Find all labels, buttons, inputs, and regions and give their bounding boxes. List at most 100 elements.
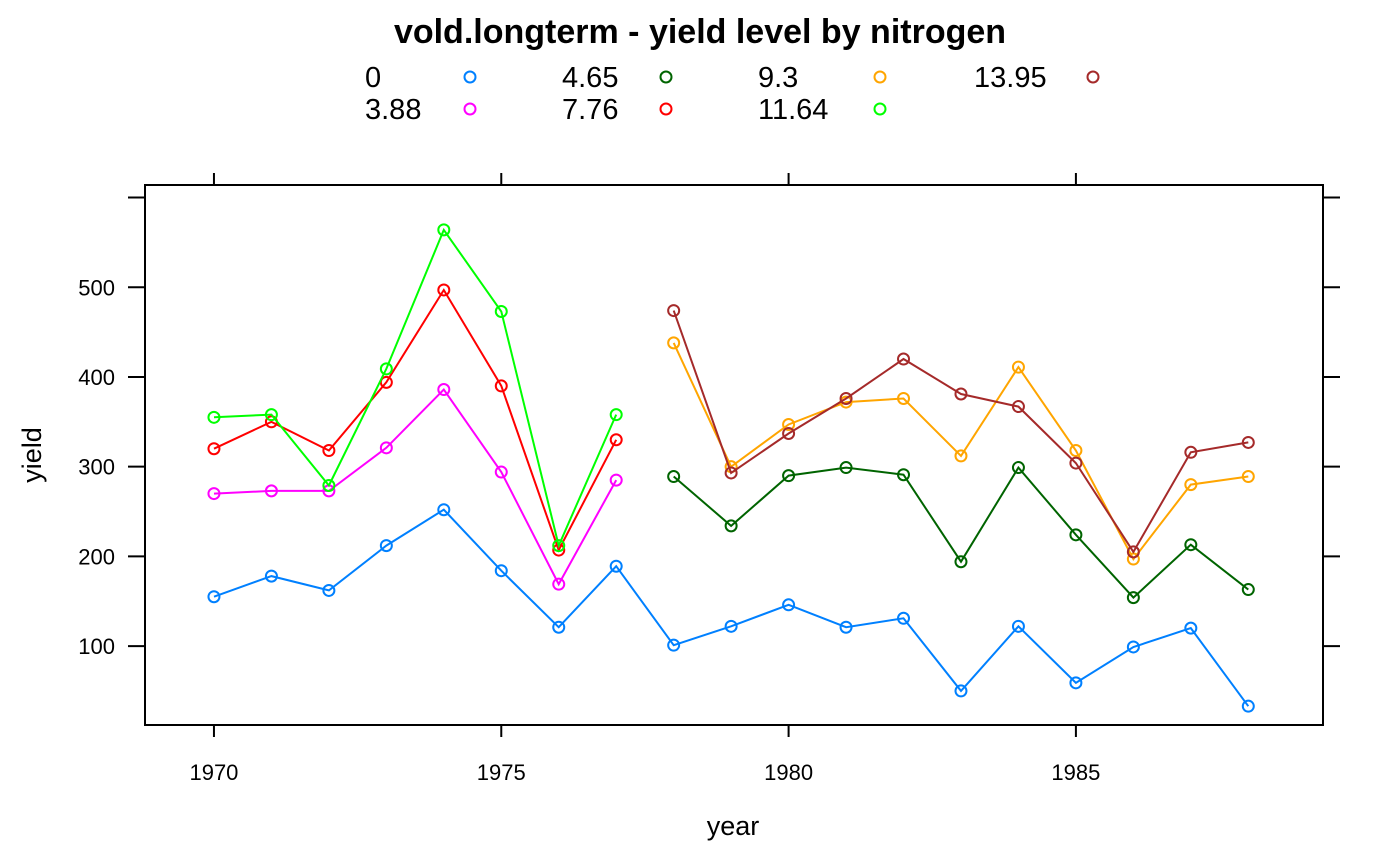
data-point	[782, 598, 796, 612]
data-point	[494, 379, 508, 393]
y-tick-label: 400	[78, 365, 115, 390]
data-point	[1069, 444, 1083, 458]
legend-symbol	[463, 70, 477, 84]
data-point	[609, 559, 623, 573]
data-point	[552, 539, 566, 553]
legend-item-7.76: 7.76	[562, 94, 673, 126]
data-point	[494, 465, 508, 479]
series-line	[213, 508, 1250, 707]
data-point	[1241, 435, 1255, 449]
data-point	[1126, 591, 1140, 605]
data-point	[609, 433, 623, 447]
data-point	[207, 487, 221, 501]
series-line	[213, 387, 618, 587]
data-point	[1011, 461, 1025, 475]
axes: 1970 1975 1980 1985 100 200 300 400 500	[78, 173, 1340, 785]
data-point	[782, 469, 796, 483]
legend-label: 13.95	[974, 62, 1047, 94]
x-tick-label: 1980	[764, 760, 813, 785]
series-line	[213, 227, 618, 549]
data-point	[782, 418, 796, 432]
data-point	[609, 473, 623, 487]
data-point	[667, 336, 681, 350]
data-point	[1126, 545, 1140, 559]
data-point	[667, 470, 681, 484]
legend-symbol	[659, 70, 673, 84]
data-point	[207, 442, 221, 456]
data-point	[1011, 360, 1025, 374]
data-point	[379, 539, 393, 553]
data-point	[667, 304, 681, 318]
data-point	[667, 638, 681, 652]
series-layer	[207, 223, 1255, 713]
data-point	[1011, 619, 1025, 633]
data-point	[322, 478, 336, 492]
data-point	[552, 620, 566, 634]
data-point	[609, 408, 623, 422]
data-point	[207, 590, 221, 604]
data-point	[954, 387, 968, 401]
y-tick-label: 100	[78, 634, 115, 659]
series-11.64	[207, 223, 623, 553]
x-tick-label: 1975	[477, 760, 526, 785]
y-tick-label: 300	[78, 455, 115, 480]
data-point	[379, 375, 393, 389]
data-point	[1069, 456, 1083, 470]
x-tick-label: 1985	[1051, 760, 1100, 785]
data-point	[437, 223, 451, 237]
chart-title: vold.longterm - yield level by nitrogen	[394, 13, 1006, 51]
data-point	[437, 283, 451, 297]
data-point	[322, 444, 336, 458]
data-point	[1011, 400, 1025, 414]
legend-label: 3.88	[365, 94, 421, 126]
data-point	[897, 352, 911, 366]
data-point	[264, 484, 278, 498]
data-point	[724, 519, 738, 533]
data-point	[1184, 621, 1198, 635]
data-point	[494, 304, 508, 318]
legend-symbol	[873, 102, 887, 116]
legend-label: 11.64	[758, 94, 828, 126]
series-line	[673, 465, 1249, 600]
data-point	[954, 684, 968, 698]
legend-item-9.3: 9.3	[758, 62, 887, 94]
series-9.3	[667, 336, 1255, 566]
data-point	[552, 577, 566, 591]
legend-label: 4.65	[562, 62, 618, 94]
data-point	[1069, 528, 1083, 542]
legend-item-4.65: 4.65	[562, 62, 673, 94]
data-point	[207, 410, 221, 424]
y-tick-label: 500	[78, 275, 115, 300]
legend-symbol	[659, 102, 673, 116]
legend-label: 0	[365, 62, 381, 94]
legend-label: 9.3	[758, 62, 798, 94]
legend: 03.88 4.657.76 9.311.64 13.95	[365, 62, 1100, 126]
legend-symbol	[873, 70, 887, 84]
data-point	[782, 426, 796, 440]
data-point	[437, 503, 451, 517]
data-point	[379, 362, 393, 376]
series-line	[672, 342, 1249, 561]
legend-label: 7.76	[562, 94, 618, 126]
data-point	[1069, 676, 1083, 690]
data-point	[264, 408, 278, 422]
x-tick-label: 1970	[189, 760, 238, 785]
y-tick-label: 200	[78, 544, 115, 569]
series-3.88	[207, 383, 623, 591]
data-point	[897, 611, 911, 625]
data-point	[954, 449, 968, 463]
data-point	[1241, 699, 1255, 713]
legend-item-13.95: 13.95	[974, 62, 1100, 94]
legend-item-0: 0	[365, 62, 477, 94]
data-point	[897, 391, 911, 405]
data-point	[322, 583, 336, 597]
legend-item-3.88: 3.88	[365, 94, 477, 126]
data-point	[724, 466, 738, 480]
data-point	[1184, 538, 1198, 552]
series-4.65	[667, 461, 1255, 605]
data-point	[1126, 640, 1140, 654]
data-point	[494, 564, 508, 578]
data-point	[1184, 445, 1198, 459]
data-point	[839, 620, 853, 634]
